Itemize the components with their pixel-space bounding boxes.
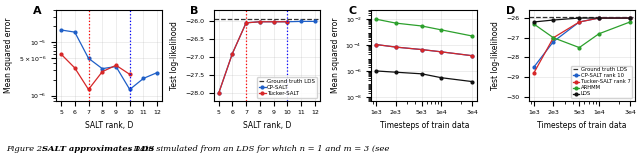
X-axis label: SALT rank, D: SALT rank, D <box>85 121 133 130</box>
Ground truth LDS <box>160 18 168 20</box>
Text: B: B <box>191 6 199 16</box>
Tucker-SALT <box>215 93 223 94</box>
Text: A: A <box>33 6 42 16</box>
ARHMM <box>530 23 538 25</box>
ARHMM <box>575 47 583 49</box>
Text: Figure 2:: Figure 2: <box>6 145 48 153</box>
LDS <box>575 17 583 19</box>
CP-SALT <box>228 53 236 55</box>
Tucker-SALT <box>243 22 250 24</box>
Tucker-SALT rank 7 <box>595 17 603 19</box>
CP-SALT <box>243 22 250 24</box>
CP-SALT rank 10 <box>595 17 603 19</box>
Tucker-SALT rank 7 <box>626 17 634 19</box>
LDS <box>626 17 634 19</box>
Y-axis label: Mean squared error: Mean squared error <box>331 18 340 93</box>
Line: CP-SALT rank 10: CP-SALT rank 10 <box>532 17 632 69</box>
LDS <box>595 17 603 19</box>
CP-SALT <box>297 20 305 22</box>
Line: CP-SALT: CP-SALT <box>217 20 316 95</box>
X-axis label: Timesteps of train data: Timesteps of train data <box>537 121 627 130</box>
X-axis label: Timesteps of train data: Timesteps of train data <box>380 121 469 130</box>
Line: ARHMM: ARHMM <box>532 21 632 49</box>
Tucker-SALT <box>256 21 264 23</box>
CP-SALT <box>269 21 277 23</box>
CP-SALT <box>215 93 223 94</box>
Line: Tucker-SALT: Tucker-SALT <box>217 20 289 95</box>
Y-axis label: Test log-likelihood: Test log-likelihood <box>170 21 179 90</box>
Y-axis label: Test log-likelihood: Test log-likelihood <box>492 21 500 90</box>
Text: : Data simulated from an LDS for which n = 1 and m = 3 (see: : Data simulated from an LDS for which n… <box>128 145 389 153</box>
Text: SALT approximates LDS: SALT approximates LDS <box>42 145 154 153</box>
CP-SALT <box>311 20 319 22</box>
Legend: Ground truth LDS, CP-SALT, Tucker-SALT: Ground truth LDS, CP-SALT, Tucker-SALT <box>257 77 317 98</box>
Line: LDS: LDS <box>532 17 632 23</box>
Ground truth LDS <box>335 16 342 18</box>
X-axis label: SALT rank, D: SALT rank, D <box>243 121 291 130</box>
Text: D: D <box>506 6 515 16</box>
Tucker-SALT rank 7 <box>575 21 583 23</box>
Legend: Ground truth LDS, CP-SALT rank 10, Tucker-SALT rank 7, ARHMM, LDS: Ground truth LDS, CP-SALT rank 10, Tucke… <box>571 66 632 98</box>
Tucker-SALT <box>284 21 291 23</box>
Line: Tucker-SALT rank 7: Tucker-SALT rank 7 <box>532 17 632 75</box>
ARHMM <box>595 33 603 35</box>
LDS <box>530 21 538 23</box>
ARHMM <box>626 21 634 23</box>
CP-SALT rank 10 <box>575 21 583 23</box>
CP-SALT rank 10 <box>530 66 538 68</box>
Ground truth LDS <box>146 18 154 20</box>
Tucker-SALT rank 7 <box>550 37 557 39</box>
Tucker-SALT <box>228 53 236 55</box>
CP-SALT <box>256 21 264 23</box>
LDS <box>550 19 557 21</box>
CP-SALT rank 10 <box>626 17 634 19</box>
ARHMM <box>550 37 557 39</box>
CP-SALT rank 10 <box>550 41 557 43</box>
Tucker-SALT <box>269 21 277 23</box>
Y-axis label: Mean squared error: Mean squared error <box>4 18 13 93</box>
CP-SALT <box>284 21 291 23</box>
Tucker-SALT rank 7 <box>530 72 538 74</box>
Text: C: C <box>348 6 356 16</box>
